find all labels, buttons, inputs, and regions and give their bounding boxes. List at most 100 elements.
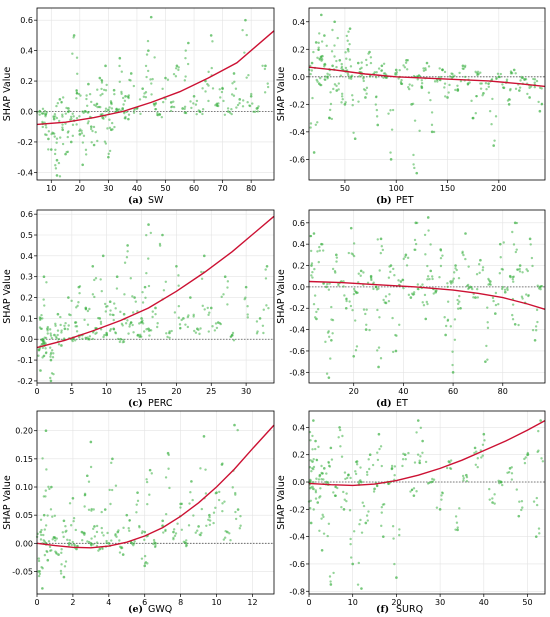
scatter-point (435, 506, 439, 509)
scatter-point (199, 110, 202, 114)
scatter-point (139, 333, 142, 337)
scatter-point (532, 500, 536, 503)
scatter-point (90, 100, 93, 104)
scatter-point (50, 336, 54, 340)
scatter-point (536, 284, 539, 287)
scatter-point (41, 107, 45, 111)
scatter-point (199, 467, 202, 470)
x-tick-label: 200 (491, 184, 506, 193)
scatter-point (245, 33, 248, 37)
scatter-point (345, 299, 348, 303)
scatter-point (226, 303, 229, 306)
scatter-point (439, 256, 443, 260)
scatter-point (309, 521, 313, 525)
scatter-point (385, 76, 388, 80)
scatter-point (531, 328, 535, 332)
scatter-point (481, 268, 485, 272)
scatter-point (520, 508, 523, 512)
scatter-point (406, 256, 410, 260)
scatter-point (422, 303, 426, 307)
x-tick-label: 10 (348, 598, 358, 607)
scatter-point (359, 274, 362, 277)
scatter-point (446, 282, 449, 285)
scatter-point (380, 245, 383, 248)
scatter-point (102, 534, 105, 537)
scatter-point (53, 135, 56, 138)
scatter-point (210, 66, 213, 70)
scatter-point (266, 85, 270, 89)
scatter-point (266, 82, 269, 85)
panel-6: 0 10 20 30 40 50-0.8-0.6-0.4-0.20.00.20.4SHAP… (276, 410, 546, 615)
scatter-point (510, 478, 514, 481)
y-tick-label: -0.1 (17, 356, 33, 365)
scatter-point (131, 295, 134, 298)
scatter-point (81, 337, 84, 341)
y-tick-label: 0.3 (20, 273, 33, 282)
scatter-point (99, 94, 102, 97)
scatter-point (330, 338, 333, 342)
x-tick-label: 2 (70, 598, 75, 607)
scatter-point (341, 434, 344, 438)
scatter-point (444, 95, 447, 98)
scatter-point (367, 52, 370, 55)
scatter-point (125, 110, 128, 114)
scatter-point (114, 307, 117, 310)
scatter-point (453, 338, 457, 341)
scatter-point (89, 125, 93, 129)
scatter-point (357, 561, 361, 565)
scatter-point (77, 336, 81, 339)
scatter-point (333, 44, 336, 47)
scatter-point (347, 74, 350, 77)
scatter-point (173, 311, 177, 314)
scatter-point (100, 81, 104, 84)
scatter-point (177, 304, 181, 308)
scatter-point (214, 322, 218, 325)
scatter-point (141, 322, 145, 325)
scatter-point (87, 82, 90, 86)
scatter-point (183, 79, 187, 82)
scatter-point (347, 473, 350, 476)
scatter-point (447, 91, 450, 94)
scatter-point (230, 108, 233, 111)
scatter-point (480, 456, 483, 459)
scatter-point (198, 332, 201, 336)
scatter-point (496, 72, 500, 75)
y-tick-label: -0.8 (289, 587, 305, 596)
scatter-point (318, 475, 321, 478)
y-tick-label: 0.2 (20, 294, 33, 303)
scatter-point (449, 325, 453, 328)
scatter-point (180, 528, 184, 531)
scatter-point (120, 92, 123, 95)
scatter-point (221, 502, 224, 505)
scatter-point (60, 101, 63, 104)
scatter-point (262, 331, 265, 335)
scatter-point (70, 117, 73, 121)
scatter-point (315, 310, 318, 314)
scatter-point (365, 308, 368, 311)
scatter-point (107, 152, 110, 156)
scatter-point (57, 343, 61, 346)
scatter-point (493, 493, 496, 496)
scatter-point (459, 79, 463, 83)
scatter-point (481, 443, 485, 447)
scatter-point (465, 284, 469, 288)
scatter-point (55, 337, 58, 340)
scatter-point (82, 134, 86, 138)
scatter-point (47, 137, 50, 141)
scatter-point (416, 419, 420, 422)
scatter-point (172, 105, 176, 109)
scatter-point (333, 55, 336, 58)
scatter-point (515, 221, 519, 225)
scatter-point (80, 132, 84, 135)
scatter-point (360, 61, 363, 64)
scatter-point (491, 501, 494, 504)
scatter-point (122, 312, 126, 316)
scatter-point (255, 320, 259, 323)
scatter-point (465, 473, 468, 477)
scatter-point (471, 116, 474, 120)
scatter-point (51, 356, 55, 359)
scatter-point (349, 304, 353, 308)
scatter-point (351, 94, 354, 97)
panel-tag: (b) (376, 195, 392, 206)
scatter-point (121, 553, 125, 556)
